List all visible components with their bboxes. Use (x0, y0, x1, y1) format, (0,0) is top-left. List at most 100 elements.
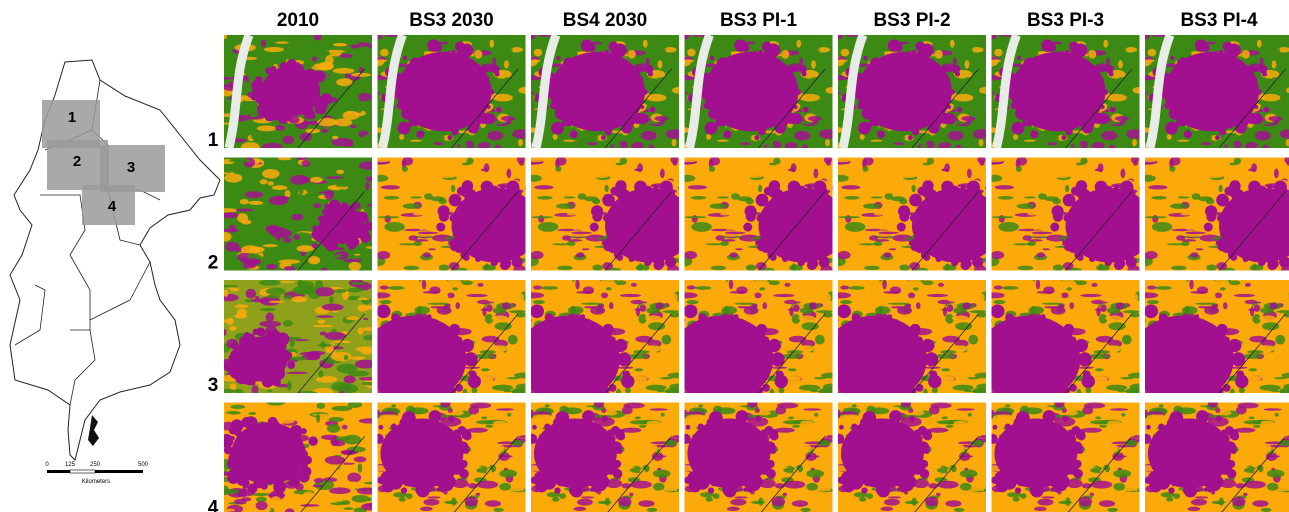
land-patch (709, 166, 715, 172)
land-patch (511, 99, 518, 107)
land-patch (378, 216, 400, 218)
blob-edge (302, 467, 311, 476)
map-tile (984, 34, 1146, 152)
land-patch (971, 390, 987, 392)
land-patch (691, 196, 707, 200)
land-patch (463, 389, 468, 397)
blob-edge (1258, 259, 1265, 266)
land-patch (336, 254, 341, 258)
land-patch (1093, 446, 1110, 455)
land-patch (374, 247, 391, 251)
blob-edge (247, 484, 257, 494)
blob-edge (1017, 56, 1021, 60)
land-patch (533, 286, 542, 290)
land-patch (945, 500, 961, 507)
blob-edge (963, 260, 971, 268)
land-patch (345, 144, 353, 147)
land-patch (836, 34, 843, 40)
land-patch (1198, 196, 1212, 201)
land-patch (368, 445, 374, 453)
blob-edge (949, 89, 955, 95)
land-patch (222, 489, 239, 494)
blob-edge (916, 384, 924, 392)
land-patch (845, 179, 865, 184)
land-patch (230, 288, 239, 292)
blob-edge (553, 417, 566, 430)
land-patch (1227, 143, 1235, 150)
land-patch (874, 142, 878, 145)
land-patch (275, 196, 290, 200)
land-patch (952, 315, 969, 321)
land-patch (836, 411, 840, 418)
blob-edge (951, 259, 958, 266)
blob-edge (754, 135, 759, 140)
land-patch (991, 412, 1010, 415)
land-patch (256, 501, 268, 510)
blob-edge (1223, 336, 1230, 343)
land-patch (402, 203, 420, 208)
land-patch (576, 252, 584, 257)
blob-edge (614, 339, 627, 352)
land-patch (312, 485, 322, 488)
land-patch (873, 213, 884, 216)
land-patch (1251, 163, 1257, 172)
land-patch (1132, 139, 1137, 146)
land-patch (225, 242, 239, 252)
blob-edge (617, 189, 630, 202)
land-patch (794, 131, 810, 141)
land-patch (960, 483, 972, 491)
land-patch (1100, 172, 1111, 178)
land-patch (527, 159, 542, 162)
land-patch (248, 201, 263, 205)
land-patch (573, 265, 579, 275)
blob-edge (397, 102, 404, 109)
land-patch (288, 52, 305, 59)
blob-edge (1105, 259, 1112, 266)
land-patch (347, 111, 352, 113)
blob-edge (1216, 194, 1229, 207)
land-patch (1175, 34, 1195, 38)
land-patch (1218, 185, 1222, 192)
blob-edge (1215, 135, 1220, 140)
land-patch (820, 285, 830, 293)
land-patch (954, 508, 965, 512)
land-patch (1099, 425, 1107, 428)
land-patch (266, 264, 277, 270)
land-patch (1110, 408, 1128, 411)
land-patch (325, 176, 344, 179)
land-patch (267, 390, 272, 392)
land-patch (567, 142, 571, 145)
land-patch (219, 232, 231, 241)
land-patch (371, 292, 391, 298)
land-patch (1245, 283, 1251, 287)
land-patch (1242, 354, 1262, 359)
blob-edge (704, 102, 711, 109)
land-patch (486, 172, 497, 178)
land-patch (1242, 50, 1250, 59)
land-patch (487, 131, 503, 141)
land-patch (922, 280, 934, 285)
blob-edge (915, 41, 925, 51)
land-patch (661, 413, 665, 417)
land-patch (1180, 280, 1187, 283)
land-patch (1259, 385, 1280, 391)
land-patch (327, 424, 341, 433)
land-patch (1082, 406, 1093, 414)
land-patch (359, 377, 377, 380)
land-patch (986, 175, 1002, 182)
land-patch (341, 450, 356, 455)
land-patch (512, 357, 522, 361)
land-patch (317, 319, 325, 323)
land-patch (572, 185, 577, 194)
land-patch (838, 412, 857, 415)
land-patch (517, 457, 522, 461)
blob-edge (527, 434, 537, 444)
land-patch (964, 390, 972, 393)
blob-edge (528, 335, 532, 339)
land-patch (988, 247, 1005, 251)
land-patch (568, 239, 583, 242)
blob-edge (897, 479, 906, 488)
blob-edge (838, 395, 846, 403)
blob-edge (228, 452, 241, 465)
blob-edge (1077, 254, 1084, 261)
